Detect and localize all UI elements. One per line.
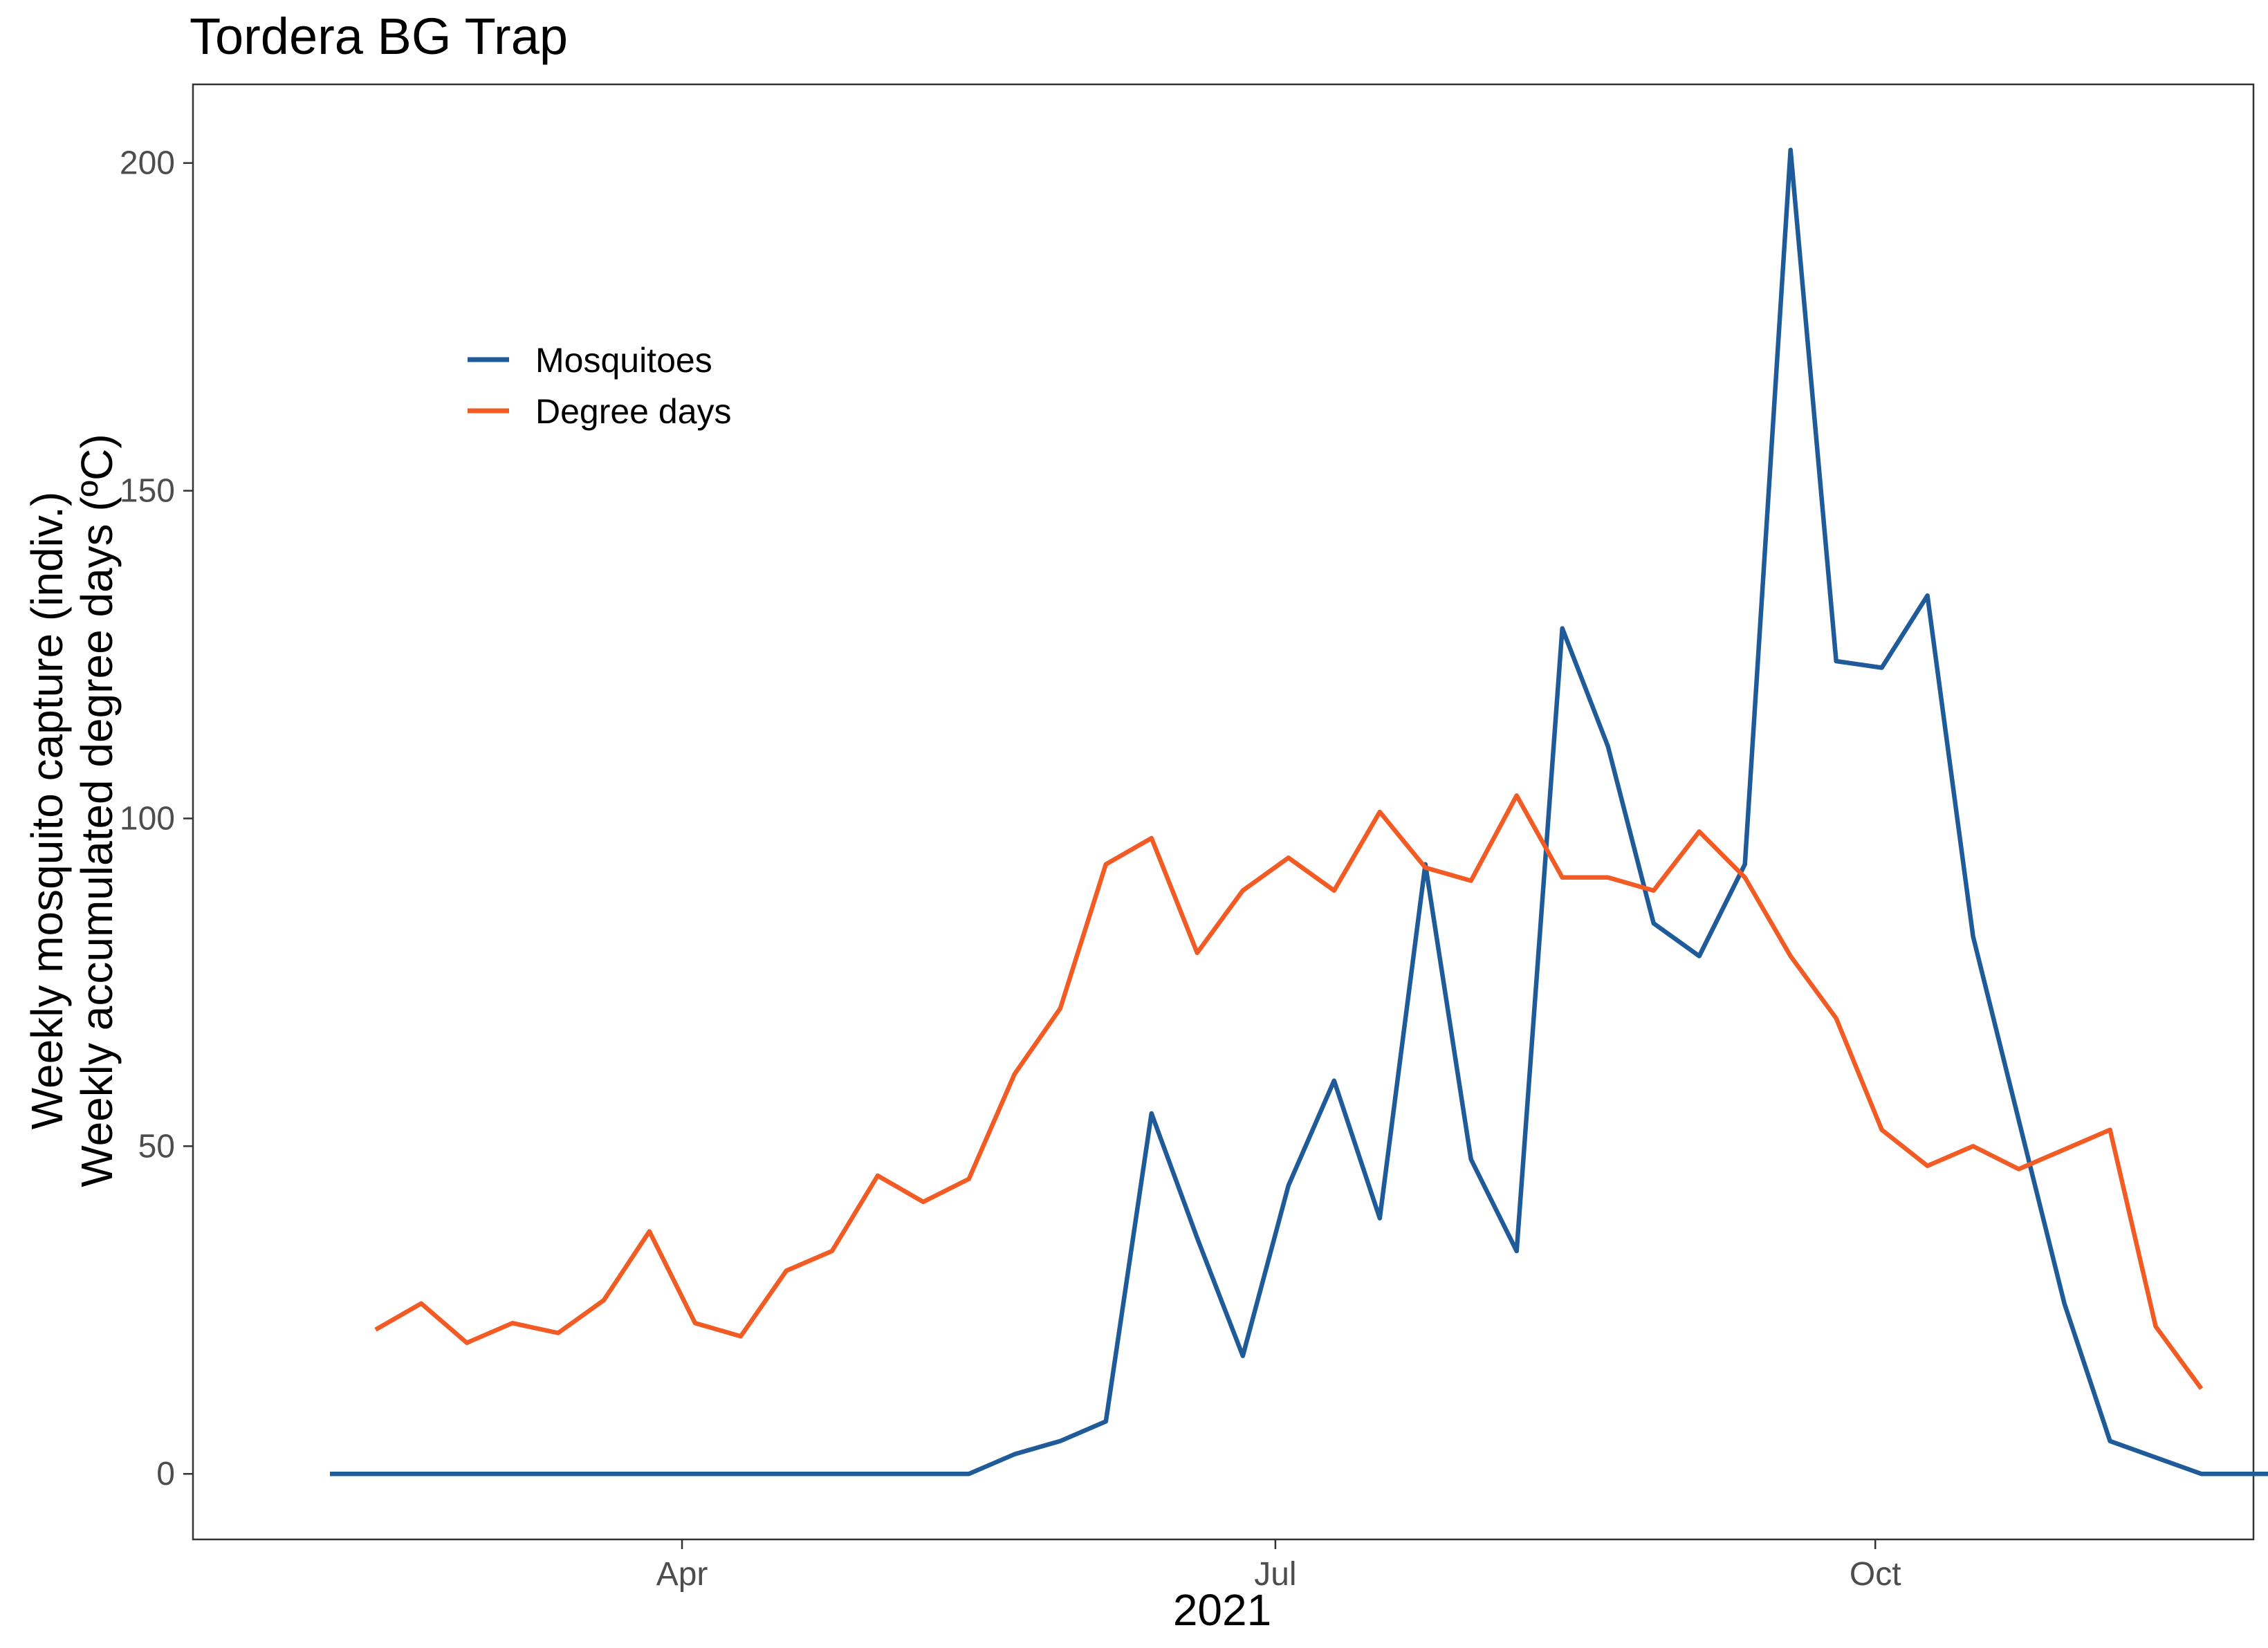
x-tick-label: Jul <box>1254 1556 1296 1593</box>
plot-panel <box>192 83 2255 1541</box>
y-axis-title-line-2: Weekly accumulated degree days (ºC) <box>72 434 122 1187</box>
x-axis: Apr Jul Oct <box>656 1539 1901 1593</box>
y-tick-label: 50 <box>138 1128 175 1165</box>
series-line-mosquitoes <box>330 147 2268 1476</box>
x-tick-label: Apr <box>656 1556 708 1593</box>
series-line-degree-days <box>374 793 2204 1390</box>
series-lines <box>330 147 2268 1476</box>
y-tick-label: 150 <box>120 473 175 510</box>
y-tick-label: 0 <box>156 1456 175 1492</box>
y-axis-title: Weekly mosquito capture (indiv.) Weekly … <box>22 434 122 1187</box>
legend: Mosquitoes Degree days <box>468 341 732 431</box>
x-axis-title: 2021 <box>1173 1585 1271 1635</box>
y-axis: 0 50 100 150 200 <box>120 145 193 1492</box>
x-tick-label: Oct <box>1850 1556 1901 1593</box>
y-tick-label: 200 <box>120 145 175 182</box>
y-tick-label: 100 <box>120 800 175 837</box>
y-axis-title-line-1: Weekly mosquito capture (indiv.) <box>22 492 72 1129</box>
legend-label-degree-days: Degree days <box>535 392 732 431</box>
chart-title: Tordera BG Trap <box>190 8 568 65</box>
legend-label-mosquitoes: Mosquitoes <box>535 341 712 380</box>
